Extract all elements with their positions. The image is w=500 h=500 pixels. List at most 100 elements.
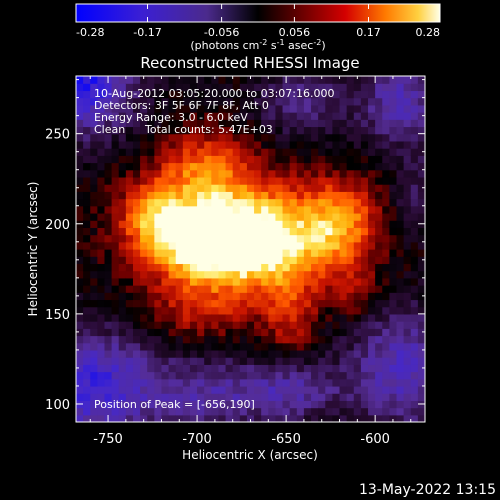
image-pixel	[368, 83, 376, 92]
image-pixel	[389, 234, 398, 243]
image-pixel	[332, 285, 341, 293]
image-pixel	[375, 299, 383, 308]
image-pixel	[261, 321, 269, 329]
image-pixel	[368, 270, 376, 279]
image-pixel	[147, 277, 155, 286]
image-pixel	[311, 357, 319, 365]
image-pixel	[90, 133, 98, 142]
image-pixel	[375, 205, 383, 214]
image-pixel	[332, 241, 341, 250]
image-pixel	[118, 249, 127, 257]
image-pixel	[396, 148, 405, 156]
image-pixel	[154, 263, 163, 272]
image-pixel	[211, 277, 220, 286]
image-pixel	[125, 155, 134, 164]
image-pixel	[76, 191, 84, 200]
image-pixel	[417, 126, 425, 135]
image-pixel	[254, 176, 262, 185]
image-pixel	[275, 285, 284, 293]
image-pixel	[132, 385, 141, 394]
image-pixel	[239, 198, 248, 207]
image-pixel	[325, 148, 334, 156]
image-pixel	[125, 198, 134, 207]
image-pixel	[417, 306, 425, 315]
image-pixel	[339, 205, 348, 214]
image-pixel	[118, 414, 127, 422]
image-pixel	[104, 249, 113, 257]
image-pixel	[204, 97, 212, 106]
image-pixel	[182, 126, 191, 135]
image-pixel	[368, 313, 376, 322]
image-pixel	[396, 104, 405, 113]
image-pixel	[339, 90, 348, 99]
image-pixel	[97, 104, 106, 113]
image-pixel	[140, 371, 148, 380]
image-pixel	[303, 364, 312, 373]
image-pixel	[147, 191, 155, 200]
image-pixel	[218, 263, 227, 272]
image-pixel	[417, 227, 425, 236]
image-pixel	[204, 90, 212, 99]
image-pixel	[296, 364, 305, 373]
image-pixel	[104, 184, 113, 192]
image-pixel	[282, 263, 291, 272]
image-pixel	[261, 83, 269, 92]
image-pixel	[289, 321, 298, 329]
image-pixel	[111, 155, 120, 164]
image-pixel	[403, 357, 412, 365]
image-pixel	[261, 342, 269, 351]
image-pixel	[182, 112, 191, 120]
image-pixel	[403, 241, 412, 250]
image-pixel	[232, 321, 241, 329]
image-pixel	[311, 169, 319, 178]
annotation-detectors: Detectors: 3F 5F 6F 7F 8F, Att 0	[94, 99, 269, 112]
image-pixel	[417, 212, 425, 221]
image-pixel	[417, 407, 425, 416]
image-pixel	[175, 414, 184, 422]
image-pixel	[175, 256, 184, 265]
image-pixel	[396, 328, 405, 337]
image-pixel	[332, 306, 341, 315]
image-pixel	[189, 270, 198, 279]
image-pixel	[268, 306, 277, 315]
image-pixel	[375, 97, 383, 106]
image-pixel	[175, 90, 184, 99]
image-pixel	[97, 256, 106, 265]
image-pixel	[296, 328, 305, 337]
image-pixel	[125, 184, 134, 192]
image-pixel	[76, 241, 84, 250]
image-pixel	[289, 169, 298, 178]
image-pixel	[97, 299, 106, 308]
image-pixel	[175, 155, 184, 164]
image-pixel	[254, 393, 262, 401]
image-pixel	[211, 212, 220, 221]
image-pixel	[90, 191, 98, 200]
image-pixel	[90, 241, 98, 250]
image-pixel	[182, 119, 191, 128]
image-pixel	[211, 155, 220, 164]
image-pixel	[104, 364, 113, 373]
image-pixel	[360, 292, 369, 301]
image-pixel	[254, 191, 262, 200]
image-pixel	[389, 249, 398, 257]
image-pixel	[232, 364, 241, 373]
image-pixel	[182, 364, 191, 373]
image-pixel	[332, 198, 341, 207]
image-pixel	[161, 400, 170, 409]
image-pixel	[147, 328, 155, 337]
image-pixel	[204, 385, 212, 394]
image-pixel	[261, 205, 269, 214]
image-pixel	[268, 313, 277, 322]
image-pixel	[360, 133, 369, 142]
image-pixel	[104, 357, 113, 365]
image-pixel	[154, 184, 163, 192]
image-pixel	[382, 270, 390, 279]
image-pixel	[261, 97, 269, 106]
image-pixel	[197, 335, 205, 344]
image-pixel	[239, 349, 248, 358]
image-pixel	[303, 205, 312, 214]
image-pixel	[225, 205, 234, 214]
image-pixel	[182, 349, 191, 358]
image-pixel	[375, 270, 383, 279]
image-pixel	[275, 155, 284, 164]
